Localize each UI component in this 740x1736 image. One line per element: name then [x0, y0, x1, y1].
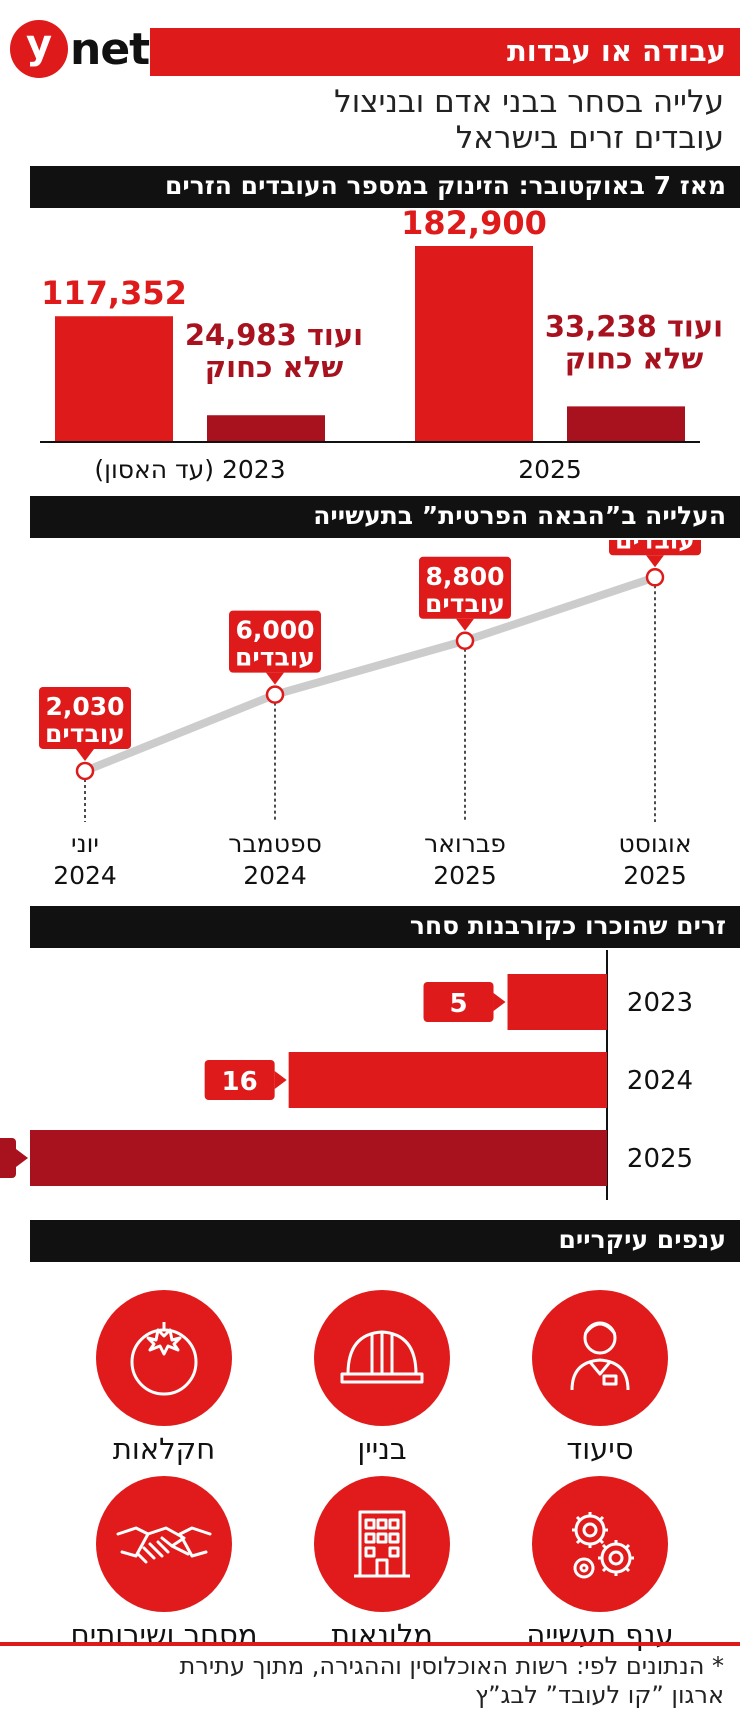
data-label: 2,030	[45, 692, 124, 721]
value-tag	[204, 1060, 275, 1100]
section-title-text: העלייה ב”הבאה הפרטית” בתעשייה	[313, 501, 726, 530]
sector-label: סיעוד	[566, 1432, 634, 1466]
caregiver-icon	[532, 1290, 668, 1426]
x-tick-year: 2025	[433, 861, 497, 890]
x-tick-month: יוני	[71, 829, 99, 858]
trafficking-hbar-chart: 52023162024292025	[0, 950, 693, 1200]
bar-total	[55, 316, 173, 442]
y-tick-label: 2024	[627, 1066, 693, 1096]
sector-label: חקלאות	[112, 1432, 216, 1466]
sector-commerce: מסחר ושירותים	[64, 1476, 264, 1656]
footnote-line-2: ארגון ”קו לעובד” לבג”ץ	[475, 1681, 724, 1709]
y-tick-label: 2025	[627, 1144, 693, 1174]
x-tick-month: ספטמבר	[228, 829, 322, 858]
hardhat-icon	[314, 1290, 450, 1426]
callout-pointer	[266, 672, 284, 685]
section-title-workers: מאז 7 באוקטובר: הזינוק במספר העובדים הזר…	[30, 166, 740, 208]
x-tick-label: 2025	[518, 455, 582, 484]
bar	[288, 1052, 607, 1108]
data-label-total: 117,352	[41, 274, 187, 312]
data-label-illegal: ועוד 24,983	[185, 318, 363, 352]
headline-line-1: עלייה בסחר בבני אדם ובניצול	[334, 84, 724, 120]
bar-total	[415, 246, 533, 442]
data-label-unit: עובדים	[235, 643, 315, 672]
sector-hotels: מלונאות	[282, 1476, 482, 1656]
sector-industry: ענף תעשייה	[500, 1476, 700, 1656]
data-label-unit: עובדים	[425, 589, 505, 618]
sector-label: מסחר ושירותים	[70, 1618, 258, 1652]
bar-illegal	[567, 406, 685, 442]
sector-construction: בניין	[282, 1290, 482, 1470]
data-point	[455, 631, 475, 651]
section-title-text: ענפים עיקריים	[558, 1225, 727, 1254]
callout-pointer	[456, 618, 474, 631]
sector-caregiving: סיעוד	[500, 1290, 700, 1470]
logo-word: net	[70, 24, 150, 75]
data-label-total: 182,900	[401, 210, 547, 242]
callout-box	[419, 556, 511, 619]
data-label: 8,800	[425, 562, 504, 591]
footer-divider	[0, 1642, 740, 1646]
value-tag	[423, 982, 494, 1022]
category-band: עבודה או עבדות	[150, 28, 740, 76]
gears-icon	[532, 1476, 668, 1612]
category-title: עבודה או עבדות	[506, 34, 726, 68]
value-tag-pointer	[16, 1149, 28, 1167]
sector-agriculture: חקלאות	[64, 1290, 264, 1470]
tomato-icon	[96, 1290, 232, 1426]
value-tag	[0, 1138, 16, 1178]
annotation-illegal: שלא כחוק	[205, 350, 343, 384]
callout-pointer	[76, 748, 94, 761]
headline-line-2: עובדים זרים בישראל	[455, 120, 724, 156]
x-tick-year: 2024	[243, 861, 307, 890]
x-tick-year: 2025	[623, 861, 687, 890]
x-tick-label: 2023 (עד האסון)	[94, 455, 285, 484]
data-label-unit: עובדים	[615, 540, 695, 554]
value-tag-pointer	[274, 1071, 287, 1089]
footnote-line-1: * הנתונים לפי: רשות האוכלוסין וההגירה, מ…	[179, 1652, 724, 1680]
annotation-illegal: שלא כחוק	[565, 341, 703, 375]
callout-box	[39, 686, 131, 749]
bar-illegal	[207, 415, 325, 442]
bar	[30, 1130, 607, 1186]
x-tick-year: 2024	[53, 861, 117, 890]
callout-box	[609, 540, 701, 556]
x-tick-month: פברואר	[424, 829, 506, 858]
sector-label: בניין	[357, 1432, 407, 1466]
series-line	[81, 573, 659, 775]
section-title-sectors: ענפים עיקריים	[30, 1220, 740, 1262]
section-title-industry: העלייה ב”הבאה הפרטית” בתעשייה	[30, 496, 740, 538]
logo-letter: y	[10, 20, 68, 78]
industry-line-chart: 2,030עובדיםיוני20246,000עובדיםספטמבר2024…	[39, 540, 701, 890]
section-title-text: זרים שהוכרו כקורבנות סחר	[409, 911, 726, 940]
data-label-illegal: ועוד 33,238	[545, 309, 723, 343]
section-title-text: מאז 7 באוקטובר: הזינוק במספר העובדים הזר…	[164, 171, 726, 200]
headline: עלייה בסחר בבני אדם ובניצול עובדים זרים …	[164, 84, 724, 156]
callout-box	[229, 610, 321, 673]
callout-pointer	[646, 555, 664, 568]
sector-label: מלונאות	[330, 1618, 434, 1652]
data-label-unit: עובדים	[45, 719, 125, 748]
data-point	[75, 761, 95, 781]
data-label: 5	[449, 989, 467, 1019]
data-label: 16	[222, 1067, 258, 1097]
value-tag-pointer	[493, 993, 506, 1011]
data-point	[645, 568, 665, 587]
hotel-building-icon	[314, 1476, 450, 1612]
bar	[507, 974, 607, 1030]
y-tick-label: 2023	[627, 988, 693, 1018]
footnote: * הנתונים לפי: רשות האוכלוסין וההגירה, מ…	[24, 1652, 724, 1710]
sector-label: ענף תעשייה	[526, 1618, 674, 1652]
section-title-trafficking: זרים שהוכרו כקורבנות סחר	[30, 906, 740, 948]
ynet-logo[interactable]: y net	[10, 20, 150, 84]
data-point	[265, 685, 285, 704]
x-tick-month: אוגוסט	[618, 829, 691, 858]
handshake-icon	[96, 1476, 232, 1612]
data-label: 6,000	[235, 616, 314, 645]
